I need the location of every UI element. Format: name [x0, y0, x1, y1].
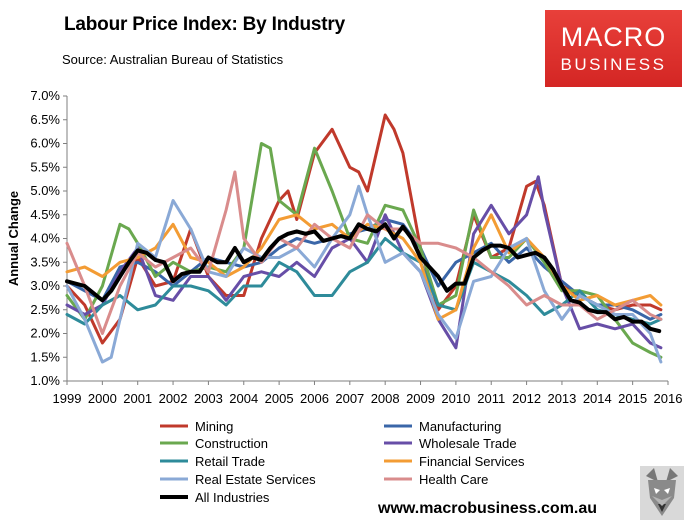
y-tick-label: 1.0%: [30, 373, 60, 388]
legend-label-manufacturing: Manufacturing: [419, 419, 501, 434]
x-tick-label: 2006: [300, 391, 329, 406]
x-tick-label: 2014: [583, 391, 612, 406]
y-tick-label: 3.5%: [30, 254, 60, 269]
y-tick-label: 2.0%: [30, 326, 60, 341]
x-tick-label: 2000: [88, 391, 117, 406]
y-tick-label: 3.0%: [30, 278, 60, 293]
macrobusiness-logo[interactable]: MACRO BUSINESS: [545, 10, 682, 87]
x-tick-label: 2013: [547, 391, 576, 406]
series-line-financial-services: [65, 213, 663, 321]
y-tick-label: 5.0%: [30, 183, 60, 198]
x-tick-label: 2016: [654, 391, 683, 406]
series-line-all-industries: [65, 222, 662, 334]
series-line-health-care: [65, 170, 663, 335]
legend-label-all-industries: All Industries: [195, 490, 270, 505]
x-tick-label: 2009: [406, 391, 435, 406]
y-tick-label: 5.5%: [30, 159, 60, 174]
x-tick-label: 2005: [265, 391, 294, 406]
x-tick-label: 2008: [371, 391, 400, 406]
legend-label-real-estate-services: Real Estate Services: [195, 472, 316, 487]
x-tick-label: 2003: [194, 391, 223, 406]
legend-label-health-care: Health Care: [419, 472, 488, 487]
legend-label-wholesale-trade: Wholesale Trade: [419, 436, 517, 451]
y-tick-label: 6.0%: [30, 136, 60, 151]
y-axis-label: Annual Change: [6, 191, 21, 286]
wolf-logo-icon: [640, 466, 684, 520]
x-tick-label: 2007: [335, 391, 364, 406]
chart-source: Source: Australian Bureau of Statistics: [62, 52, 284, 67]
x-tick-label: 2010: [441, 391, 470, 406]
legend-label-construction: Construction: [195, 436, 268, 451]
legend-label-mining: Mining: [195, 419, 233, 434]
y-tick-label: 7.0%: [30, 88, 60, 103]
legend-label-retail-trade: Retail Trade: [195, 454, 265, 469]
x-tick-label: 2002: [159, 391, 188, 406]
y-tick-label: 2.5%: [30, 302, 60, 317]
x-tick-label: 2001: [123, 391, 152, 406]
chart-title: Labour Price Index: By Industry: [64, 14, 345, 35]
series-line-retail-trade: [65, 237, 663, 326]
x-tick-label: 2011: [477, 391, 505, 406]
y-tick-label: 4.0%: [30, 231, 60, 246]
y-tick-label: 4.5%: [30, 207, 60, 222]
x-tick-label: 2015: [618, 391, 647, 406]
y-tick-label: 1.5%: [30, 349, 60, 364]
logo-line-1: MACRO: [560, 22, 667, 52]
logo-line-2: BUSINESS: [560, 55, 667, 74]
x-tick-label: 2012: [512, 391, 541, 406]
y-tick-label: 6.5%: [30, 112, 60, 127]
x-tick-label: 2004: [229, 391, 258, 406]
website-url[interactable]: www.macrobusiness.com.au: [378, 500, 598, 517]
legend-label-financial-services: Financial Services: [419, 454, 525, 469]
x-tick-label: 1999: [53, 391, 82, 406]
